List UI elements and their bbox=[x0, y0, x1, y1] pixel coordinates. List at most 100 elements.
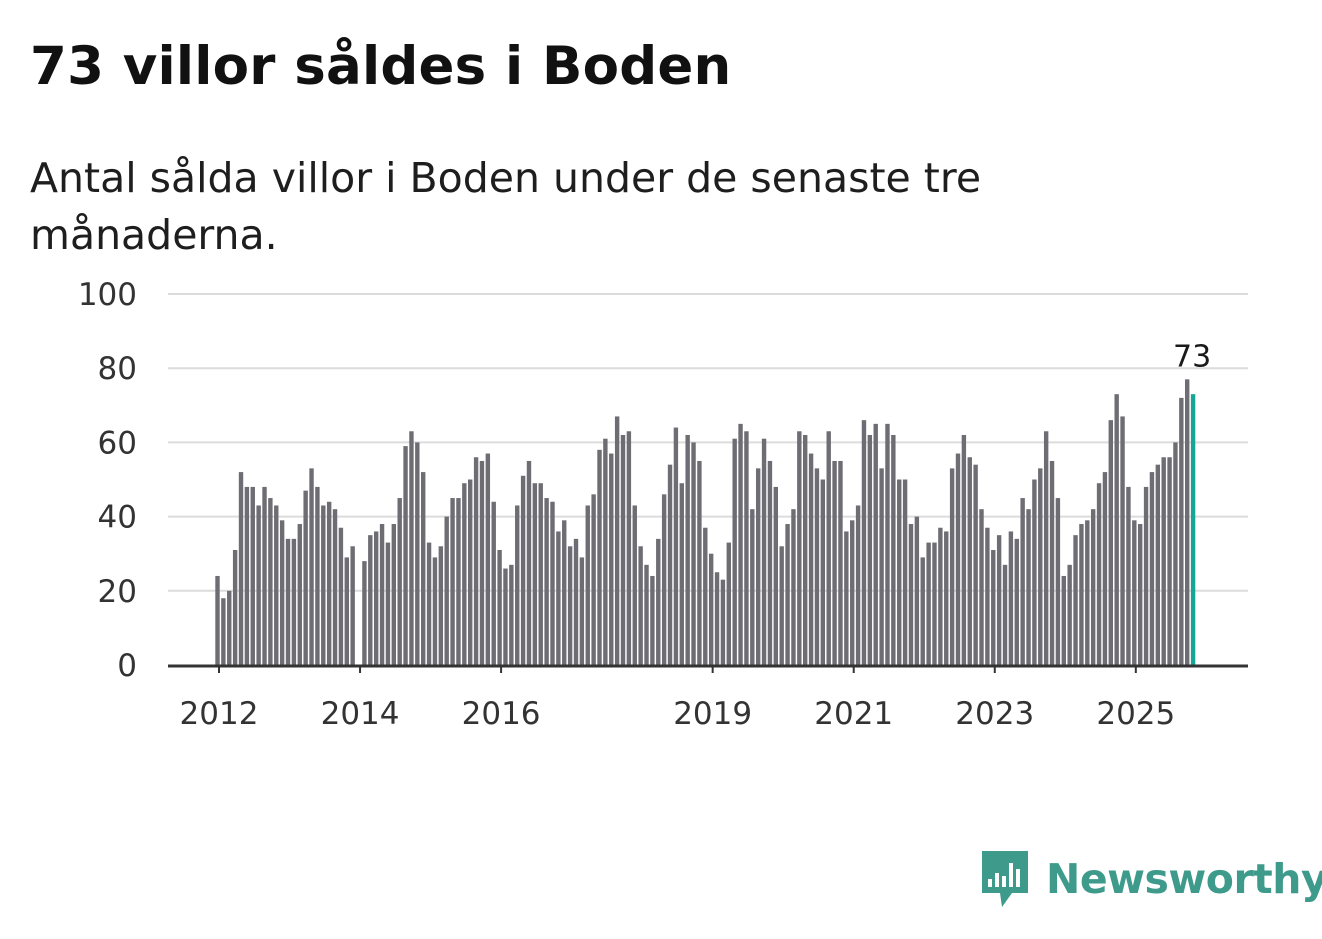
bar bbox=[368, 535, 373, 665]
bar bbox=[638, 546, 643, 665]
bar bbox=[938, 527, 943, 665]
bar bbox=[1014, 538, 1019, 665]
bar bbox=[961, 434, 967, 665]
bar bbox=[221, 598, 226, 665]
bar bbox=[1149, 472, 1155, 665]
bar bbox=[532, 483, 538, 665]
bar bbox=[456, 498, 461, 665]
bar bbox=[1143, 486, 1149, 665]
bar bbox=[215, 575, 220, 665]
bar bbox=[620, 434, 626, 665]
bar bbox=[644, 564, 649, 665]
bar bbox=[326, 501, 332, 665]
bar bbox=[773, 486, 779, 665]
y-tick-label: 100 bbox=[78, 277, 137, 313]
bar bbox=[227, 590, 232, 665]
bar bbox=[885, 423, 890, 665]
bar bbox=[591, 494, 596, 665]
bar bbox=[1167, 457, 1172, 665]
bar bbox=[996, 535, 1002, 665]
bar bbox=[497, 549, 502, 665]
y-tick-label: 40 bbox=[98, 500, 137, 536]
bar bbox=[1096, 483, 1102, 665]
bar bbox=[920, 557, 925, 665]
bar bbox=[755, 468, 761, 665]
bar bbox=[468, 479, 473, 665]
bar bbox=[391, 524, 397, 665]
bar bbox=[232, 549, 238, 665]
bar bbox=[791, 509, 796, 665]
bar bbox=[526, 460, 532, 665]
bar bbox=[397, 498, 402, 665]
bar bbox=[562, 520, 567, 665]
bar bbox=[873, 423, 878, 665]
bar bbox=[491, 501, 496, 665]
bar bbox=[738, 423, 743, 665]
bar bbox=[1137, 524, 1143, 665]
bar bbox=[1185, 379, 1190, 665]
bar bbox=[1002, 564, 1008, 665]
bar bbox=[985, 527, 990, 665]
bar bbox=[1008, 531, 1014, 665]
bar bbox=[473, 457, 479, 665]
bar bbox=[656, 538, 661, 665]
bar bbox=[867, 434, 873, 665]
bar bbox=[932, 542, 937, 665]
y-tick-label: 80 bbox=[98, 351, 137, 387]
bar bbox=[879, 468, 884, 665]
bar bbox=[1067, 564, 1072, 665]
bar bbox=[1120, 416, 1125, 665]
bar bbox=[585, 505, 590, 665]
bar bbox=[315, 486, 320, 665]
bar bbox=[850, 520, 855, 665]
bar bbox=[1126, 486, 1131, 665]
bar bbox=[732, 438, 737, 665]
bar bbox=[438, 546, 444, 665]
bar bbox=[515, 505, 520, 665]
y-tick-label: 60 bbox=[98, 425, 137, 461]
bar bbox=[785, 524, 790, 665]
x-tick-label: 2019 bbox=[673, 696, 752, 732]
bar bbox=[1179, 397, 1184, 665]
bar bbox=[274, 505, 279, 665]
bar bbox=[1155, 464, 1161, 665]
bar bbox=[703, 527, 708, 665]
newsworthy-logo[interactable]: Newsworthy bbox=[980, 848, 1322, 910]
bar bbox=[338, 527, 344, 665]
bar bbox=[609, 453, 614, 665]
bar bbox=[1090, 509, 1096, 665]
bar bbox=[520, 475, 526, 665]
bar bbox=[303, 490, 308, 665]
bar bbox=[661, 494, 667, 665]
x-tick-label: 2014 bbox=[321, 696, 400, 732]
y-tick-label: 0 bbox=[117, 648, 137, 684]
bar bbox=[767, 460, 773, 665]
bar bbox=[926, 542, 931, 665]
bar bbox=[897, 479, 902, 665]
bar bbox=[803, 434, 808, 665]
bar bbox=[415, 442, 420, 665]
bar bbox=[462, 483, 467, 665]
bar bbox=[1061, 575, 1066, 665]
bar bbox=[1032, 479, 1037, 665]
bar bbox=[432, 557, 438, 665]
bar bbox=[697, 460, 702, 665]
bar bbox=[632, 505, 637, 665]
bar bbox=[667, 464, 673, 665]
bar bbox=[291, 538, 297, 665]
bar bbox=[573, 538, 579, 665]
bar bbox=[1073, 535, 1078, 665]
bar bbox=[503, 568, 508, 665]
bar bbox=[1055, 498, 1061, 665]
bar bbox=[844, 531, 849, 665]
y-tick-label: 20 bbox=[98, 574, 137, 610]
bar bbox=[979, 509, 984, 665]
bar bbox=[761, 438, 767, 665]
chart-subtitle: Antal sålda villor i Boden under de sena… bbox=[30, 154, 982, 259]
bar bbox=[403, 446, 408, 665]
axes bbox=[168, 664, 1248, 673]
bar bbox=[955, 453, 961, 665]
bar bbox=[944, 531, 949, 665]
bar bbox=[1038, 468, 1043, 665]
